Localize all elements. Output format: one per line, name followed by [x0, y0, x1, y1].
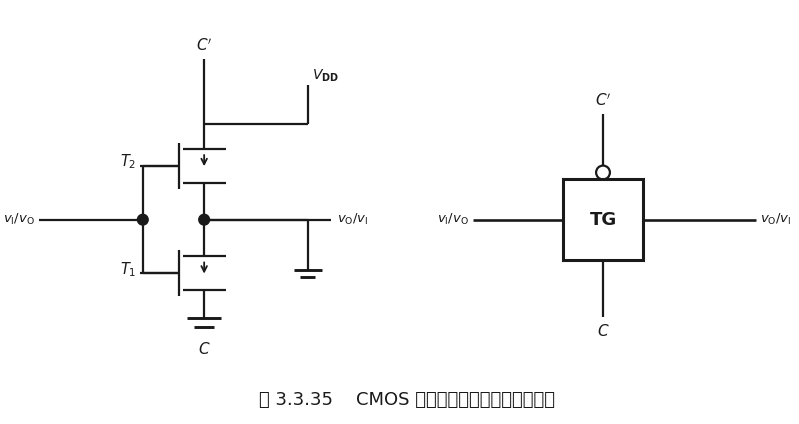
Text: $T_2$: $T_2$: [121, 153, 137, 171]
Text: $v_{\mathrm{I}}/v_{\mathrm{O}}$: $v_{\mathrm{I}}/v_{\mathrm{O}}$: [437, 212, 469, 227]
Text: 图 3.3.35    CMOS 传输门的电路结构和逻辑符号: 图 3.3.35 CMOS 传输门的电路结构和逻辑符号: [260, 391, 555, 409]
Text: $C'$: $C'$: [196, 37, 213, 54]
Text: $C'$: $C'$: [594, 92, 611, 109]
Text: $v_{\mathrm{I}}/v_{\mathrm{O}}$: $v_{\mathrm{I}}/v_{\mathrm{O}}$: [3, 212, 35, 227]
Text: TG: TG: [590, 211, 617, 229]
Text: $v_{\mathrm{O}}/v_{\mathrm{I}}$: $v_{\mathrm{O}}/v_{\mathrm{I}}$: [760, 212, 792, 227]
Bar: [562, 179, 643, 260]
Text: $T_1$: $T_1$: [120, 260, 137, 279]
Circle shape: [137, 214, 148, 225]
Text: $v_{\mathrm{O}}/v_{\mathrm{I}}$: $v_{\mathrm{O}}/v_{\mathrm{I}}$: [337, 212, 368, 227]
Text: $V_{\mathbf{DD}}$: $V_{\mathbf{DD}}$: [312, 67, 340, 84]
Text: $C$: $C$: [597, 323, 610, 339]
Text: $C$: $C$: [198, 341, 210, 357]
Circle shape: [199, 214, 209, 225]
